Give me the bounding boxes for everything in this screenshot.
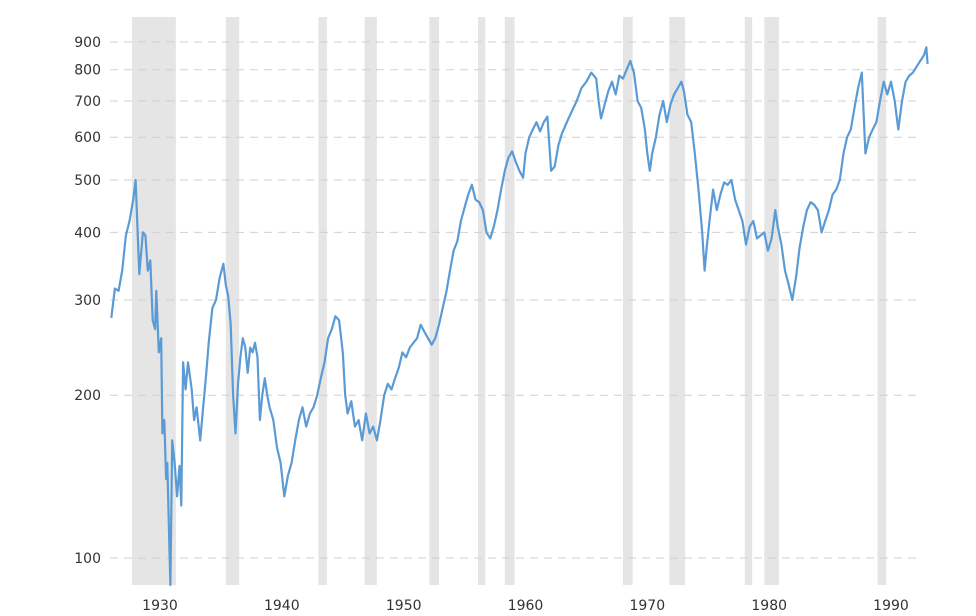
recession-band xyxy=(318,17,327,585)
recession-band xyxy=(669,17,686,585)
recession-band xyxy=(364,17,377,585)
x-axis-labels: 1930 1940 1950 1960 1970 1980 1990 xyxy=(142,598,909,614)
recession-band xyxy=(478,17,486,585)
y-tick-label: 600 xyxy=(74,130,101,146)
y-tick-label: 100 xyxy=(74,551,101,567)
y-tick-label: 700 xyxy=(74,94,101,110)
recession-band xyxy=(623,17,633,585)
index-line-series xyxy=(110,46,929,587)
y-tick-label: 400 xyxy=(74,225,101,241)
y-tick-label: 200 xyxy=(74,388,101,404)
recession-band xyxy=(504,17,515,585)
recession-band xyxy=(744,17,753,585)
x-tick-label: 1950 xyxy=(386,598,422,614)
y-tick-label: 500 xyxy=(74,173,101,189)
recession-band xyxy=(225,17,240,585)
y-gridlines xyxy=(110,41,921,559)
recession-band xyxy=(764,17,779,585)
y-tick-label: 900 xyxy=(74,35,101,51)
x-tick-label: 1940 xyxy=(264,598,300,614)
x-tick-label: 1930 xyxy=(142,598,178,614)
recession-band xyxy=(429,17,439,585)
y-tick-label: 800 xyxy=(74,63,101,79)
recession-bands xyxy=(132,17,887,585)
y-tick-label: 300 xyxy=(74,293,101,309)
recession-band xyxy=(877,17,887,585)
x-tick-label: 1960 xyxy=(508,598,544,614)
x-tick-label: 1980 xyxy=(751,598,787,614)
x-tick-label: 1970 xyxy=(629,598,665,614)
y-axis-labels: 100 200 300 400 500 600 700 800 900 xyxy=(74,35,101,567)
x-tick-label: 1990 xyxy=(873,598,909,614)
